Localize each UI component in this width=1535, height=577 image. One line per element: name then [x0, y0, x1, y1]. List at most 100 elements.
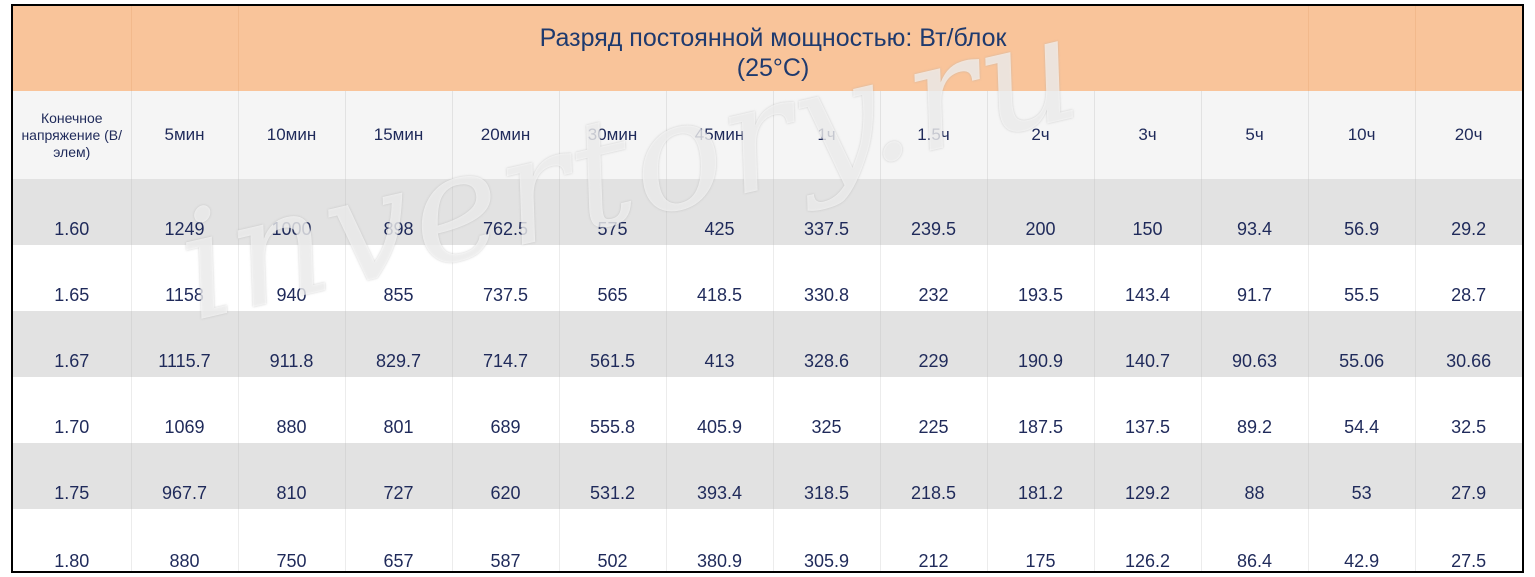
title-spacer-second — [131, 6, 239, 91]
voltage-cell: 1.75 — [13, 443, 132, 509]
header-row: Конечное напряжение (В/элем) 5мин 10мин 15… — [13, 91, 1522, 179]
header-col-2: 10мин — [238, 91, 346, 179]
value-cell: 575 — [559, 179, 667, 245]
value-cell: 27.5 — [1415, 509, 1522, 571]
value-cell: 318.5 — [773, 443, 881, 509]
value-cell: 380.9 — [666, 509, 774, 571]
voltage-cell: 1.70 — [13, 377, 132, 443]
voltage-cell: 1.65 — [13, 245, 132, 311]
value-cell: 225 — [880, 377, 988, 443]
table-row: 1.80 880 750 657 587 502 380.9 305.9 212 175 126.2… — [13, 509, 1522, 571]
value-cell: 855 — [345, 245, 453, 311]
value-cell: 561.5 — [559, 311, 667, 377]
value-cell: 140.7 — [1094, 311, 1202, 377]
value-cell: 54.4 — [1308, 377, 1416, 443]
value-cell: 565 — [559, 245, 667, 311]
value-cell: 175 — [987, 509, 1095, 571]
value-cell: 90.63 — [1201, 311, 1309, 377]
value-cell: 28.7 — [1415, 245, 1522, 311]
value-cell: 56.9 — [1308, 179, 1416, 245]
value-cell: 727 — [345, 443, 453, 509]
value-cell: 150 — [1094, 179, 1202, 245]
value-cell: 1069 — [131, 377, 239, 443]
title-row: Разряд постоянной мощностью: Вт/блок (25… — [13, 6, 1522, 91]
value-cell: 325 — [773, 377, 881, 443]
table-body: 1.60 1249 1000 898 762.5 575 425 337.5 239.5 200 1… — [13, 179, 1522, 571]
value-cell: 229 — [880, 311, 988, 377]
header-col-8: 1.5ч — [880, 91, 988, 179]
value-cell: 620 — [452, 443, 560, 509]
value-cell: 193.5 — [987, 245, 1095, 311]
power-discharge-table-frame: Разряд постоянной мощностью: Вт/блок (25… — [11, 4, 1524, 573]
value-cell: 1158 — [131, 245, 239, 311]
value-cell: 27.9 — [1415, 443, 1522, 509]
value-cell: 393.4 — [666, 443, 774, 509]
value-cell: 531.2 — [559, 443, 667, 509]
header-col-7: 1ч — [773, 91, 881, 179]
header-col-3: 15мин — [345, 91, 453, 179]
value-cell: 212 — [880, 509, 988, 571]
value-cell: 657 — [345, 509, 453, 571]
voltage-cell: 1.80 — [13, 509, 132, 571]
value-cell: 413 — [666, 311, 774, 377]
table-row: 1.70 1069 880 801 689 555.8 405.9 325 225 187.5 13… — [13, 377, 1522, 443]
value-cell: 330.8 — [773, 245, 881, 311]
value-cell: 555.8 — [559, 377, 667, 443]
value-cell: 1249 — [131, 179, 239, 245]
title-spacer-end-a — [1308, 6, 1416, 91]
value-cell: 232 — [880, 245, 988, 311]
value-cell: 86.4 — [1201, 509, 1309, 571]
header-col-5: 30мин — [559, 91, 667, 179]
value-cell: 93.4 — [1201, 179, 1309, 245]
value-cell: 801 — [345, 377, 453, 443]
value-cell: 126.2 — [1094, 509, 1202, 571]
value-cell: 190.9 — [987, 311, 1095, 377]
value-cell: 29.2 — [1415, 179, 1522, 245]
value-cell: 418.5 — [666, 245, 774, 311]
value-cell: 129.2 — [1094, 443, 1202, 509]
voltage-cell: 1.67 — [13, 311, 132, 377]
value-cell: 940 — [238, 245, 346, 311]
value-cell: 143.4 — [1094, 245, 1202, 311]
value-cell: 88 — [1201, 443, 1309, 509]
value-cell: 1115.7 — [131, 311, 239, 377]
value-cell: 239.5 — [880, 179, 988, 245]
value-cell: 337.5 — [773, 179, 881, 245]
header-col-12: 10ч — [1308, 91, 1416, 179]
value-cell: 53 — [1308, 443, 1416, 509]
header-col-6: 45мин — [666, 91, 774, 179]
value-cell: 137.5 — [1094, 377, 1202, 443]
value-cell: 55.5 — [1308, 245, 1416, 311]
table-title-line2: (25°C) — [736, 53, 810, 82]
header-col-4: 20мин — [452, 91, 560, 179]
value-cell: 55.06 — [1308, 311, 1416, 377]
value-cell: 1000 — [238, 179, 346, 245]
value-cell: 328.6 — [773, 311, 881, 377]
table-row: 1.75 967.7 810 727 620 531.2 393.4 318.5 218.5 18… — [13, 443, 1522, 509]
value-cell: 762.5 — [452, 179, 560, 245]
value-cell: 181.2 — [987, 443, 1095, 509]
header-col-9: 2ч — [987, 91, 1095, 179]
table-row: 1.60 1249 1000 898 762.5 575 425 337.5 239.5 200 1… — [13, 179, 1522, 245]
power-discharge-table: Разряд постоянной мощностью: Вт/блок (25… — [13, 6, 1522, 571]
table-title: Разряд постоянной мощностью: Вт/блок (25… — [238, 6, 1309, 91]
table-row: 1.65 1158 940 855 737.5 565 418.5 330.8 232 193.5… — [13, 245, 1522, 311]
value-cell: 898 — [345, 179, 453, 245]
header-final-voltage: Конечное напряжение (В/элем) — [13, 91, 132, 179]
value-cell: 32.5 — [1415, 377, 1522, 443]
value-cell: 305.9 — [773, 509, 881, 571]
value-cell: 880 — [131, 509, 239, 571]
table-title-line1: Разряд постоянной мощностью: Вт/блок — [539, 23, 1007, 52]
voltage-cell: 1.60 — [13, 179, 132, 245]
value-cell: 967.7 — [131, 443, 239, 509]
value-cell: 587 — [452, 509, 560, 571]
title-spacer-first — [13, 6, 132, 91]
value-cell: 829.7 — [345, 311, 453, 377]
value-cell: 425 — [666, 179, 774, 245]
table-row: 1.67 1115.7 911.8 829.7 714.7 561.5 413 328.6 22… — [13, 311, 1522, 377]
value-cell: 200 — [987, 179, 1095, 245]
value-cell: 218.5 — [880, 443, 988, 509]
value-cell: 91.7 — [1201, 245, 1309, 311]
header-col-1: 5мин — [131, 91, 239, 179]
header-col-10: 3ч — [1094, 91, 1202, 179]
